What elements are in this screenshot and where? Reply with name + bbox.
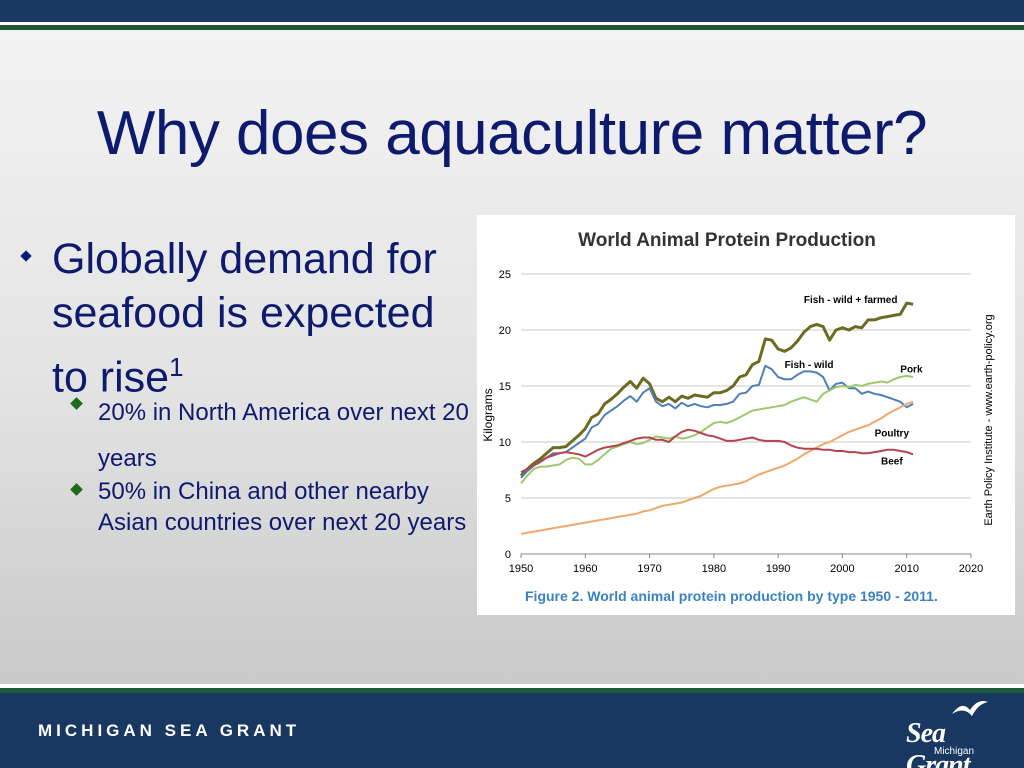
series-line xyxy=(520,374,914,485)
sub-bullet-text: 20% in North America over next 20 years xyxy=(98,399,469,472)
chart-gridlines xyxy=(520,273,972,558)
fish-wild-farmed-label: Fish - wild + farmed xyxy=(804,295,898,306)
x-tick-label: 1990 xyxy=(766,563,790,575)
series-labels: Fish - wild + farmed Fish - wild Pork Poult… xyxy=(785,295,923,467)
x-tick-label: 2000 xyxy=(830,563,854,575)
bottom-green-stripe xyxy=(0,688,1024,693)
x-tick-label: 2010 xyxy=(894,563,918,575)
x-axis-ticks: 1950 1960 1970 1980 1990 2000 2010 2020 xyxy=(509,563,983,575)
source-attribution: Earth Policy Institute - www.earth-polic… xyxy=(983,314,995,525)
top-green-stripe xyxy=(0,25,1024,30)
main-bullet-text: Globally demand for seafood is expected … xyxy=(52,232,482,404)
x-tick-label: 1980 xyxy=(702,563,726,575)
logo-subtext: Michigan xyxy=(934,746,975,757)
sea-grant-logo: Sea Grant Michigan xyxy=(904,696,1000,768)
top-banner xyxy=(0,0,1024,30)
gull-icon xyxy=(952,701,988,716)
footnote-superscript: 1 xyxy=(169,352,184,382)
y-tick-label: 10 xyxy=(499,437,511,449)
series-line xyxy=(520,428,914,474)
chart-title: World Animal Protein Production xyxy=(578,230,876,251)
bottom-white-stripe xyxy=(0,684,1024,688)
x-tick-label: 1960 xyxy=(573,563,597,575)
x-tick-label: 2020 xyxy=(959,563,983,575)
beef-label: Beef xyxy=(881,456,903,467)
figure-caption: Figure 2. World animal protein productio… xyxy=(525,588,938,604)
pork-label: Pork xyxy=(900,365,923,376)
poultry-label: Poultry xyxy=(875,428,910,439)
bottom-banner: MICHIGAN SEA GRANT Sea Grant Michigan xyxy=(0,684,1024,768)
chart-series xyxy=(519,301,914,535)
y-axis-ticks: 0 5 10 15 20 25 xyxy=(499,269,511,561)
fish-wild-label: Fish - wild xyxy=(785,360,834,371)
y-axis-label: Kilograms xyxy=(481,388,495,441)
y-tick-label: 15 xyxy=(499,381,511,393)
y-tick-label: 5 xyxy=(505,493,511,505)
y-tick-label: 0 xyxy=(505,549,511,561)
x-tick-label: 1950 xyxy=(509,563,533,575)
sub-bullet-text: 50% in China and other nearby Asian coun… xyxy=(98,478,467,536)
protein-production-chart: World Animal Protein Production 0 5 10 15 20… xyxy=(477,215,1015,615)
series-line xyxy=(520,400,914,535)
x-tick-label: 1970 xyxy=(637,563,661,575)
line-chart-svg: World Animal Protein Production 0 5 10 15 20… xyxy=(481,230,995,604)
footer-organization: MICHIGAN SEA GRANT xyxy=(38,721,301,740)
logo-name: Sea Grant xyxy=(906,718,970,768)
y-tick-label: 20 xyxy=(499,325,511,337)
slide-title: Why does aquaculture matter? xyxy=(96,99,928,168)
y-tick-label: 25 xyxy=(499,269,511,281)
top-white-stripe xyxy=(0,22,1024,25)
main-bullet-label: Globally demand for seafood is expected … xyxy=(52,235,437,402)
series-line xyxy=(519,301,914,477)
